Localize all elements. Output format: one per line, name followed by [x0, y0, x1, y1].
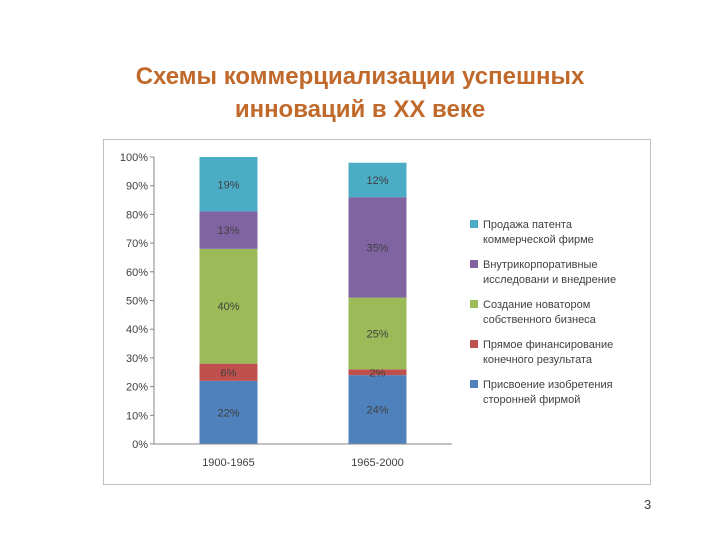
data-label: 25% [366, 329, 388, 341]
legend-swatch [470, 340, 478, 348]
bar-segment [199, 363, 258, 381]
legend-label: Создание новатором [483, 299, 590, 311]
data-label: 19% [217, 179, 239, 191]
bar-segment [348, 197, 407, 298]
data-label: 24% [366, 405, 388, 417]
data-label: 40% [217, 301, 239, 313]
y-tick-label: 30% [126, 353, 148, 365]
page-number: 3 [644, 497, 652, 512]
legend-swatch [470, 300, 478, 308]
bar-segment [348, 369, 407, 376]
data-label: 35% [366, 242, 388, 254]
y-tick-label: 50% [126, 296, 148, 308]
bar-segment [348, 162, 407, 198]
y-tick-label: 20% [126, 382, 148, 394]
legend-label: исследовани и внедрение [483, 274, 616, 286]
legend-label: Прямое финансирование [483, 339, 613, 351]
y-tick-label: 90% [126, 181, 148, 193]
slide-title-line-1: Схемы коммерциализации успешных [135, 63, 585, 90]
y-tick-label: 0% [132, 439, 148, 451]
stacked-bar-chart: 0% 10% 20% 30% 40% 50% 60% 70% 80% 90% 100% 22% 6% 40… [120, 152, 616, 469]
y-tick-label: 60% [126, 267, 148, 279]
bar-segment [348, 375, 407, 444]
data-label: 12% [366, 175, 388, 187]
bar-segment [199, 211, 258, 249]
data-label: 6% [221, 367, 237, 379]
y-tick-label: 100% [120, 152, 148, 164]
y-tick-label: 80% [126, 209, 148, 221]
x-tick-label: 1965-2000 [351, 457, 404, 469]
data-label: 2% [370, 367, 386, 379]
legend-label: сторонней фирмой [483, 394, 580, 406]
bar-segment [199, 380, 258, 444]
legend-swatch [470, 220, 478, 228]
legend-label: Присвоение изобретения [483, 379, 613, 391]
y-tick-label: 10% [126, 410, 148, 422]
slide-title-line-2: инноваций в XX веке [234, 96, 486, 123]
legend-label: Продажа патента [483, 219, 573, 231]
y-tick-label: 40% [126, 324, 148, 336]
bar-segment [199, 157, 258, 212]
chart-frame: 0% 10% 20% 30% 40% 50% 60% 70% 80% 90% 100% 22% 6% 40… [103, 139, 651, 485]
legend-label: конечного результата [483, 354, 593, 366]
bar-segment [199, 248, 258, 364]
x-tick-label: 1900-1965 [202, 457, 255, 469]
y-tick-label: 70% [126, 238, 148, 250]
legend-label: собственного бизнеса [483, 314, 597, 326]
slide-title: Схемы коммерциализации успешных инноваци… [60, 60, 660, 126]
data-label: 22% [217, 407, 239, 419]
legend-swatch [470, 380, 478, 388]
legend-swatch [470, 260, 478, 268]
data-label: 13% [217, 225, 239, 237]
legend-label: коммерческой фирме [483, 234, 594, 246]
legend-label: Внутрикорпоративные [483, 259, 598, 271]
bar-segment [348, 297, 407, 370]
